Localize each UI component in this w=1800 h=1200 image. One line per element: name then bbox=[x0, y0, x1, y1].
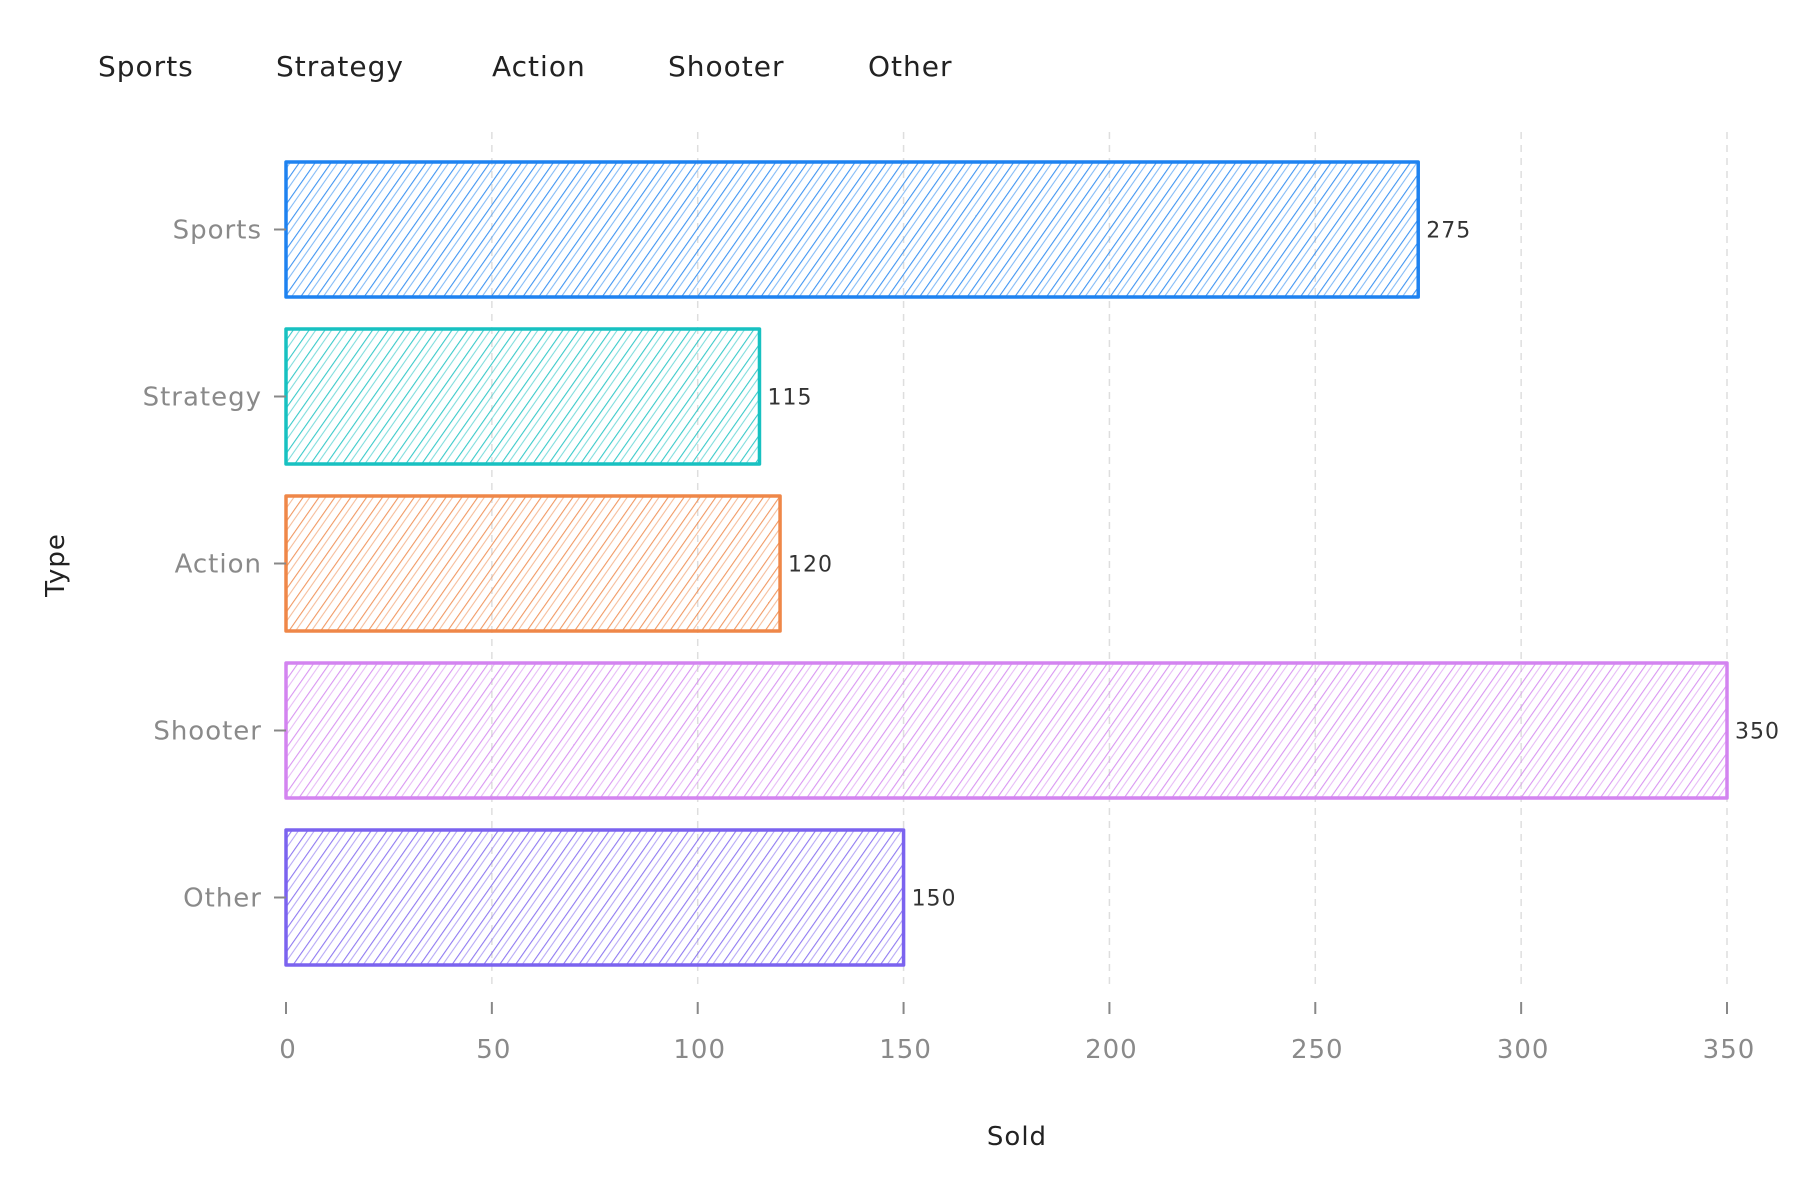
x-tick-label: 150 bbox=[879, 1035, 932, 1065]
x-tick-label: 50 bbox=[476, 1035, 511, 1065]
y-tick-label: Shooter bbox=[153, 717, 262, 747]
bar-sports[interactable] bbox=[284, 160, 1420, 299]
bar-strategy[interactable] bbox=[284, 327, 762, 466]
bar-shooter[interactable] bbox=[284, 661, 1729, 800]
x-tick-label: 100 bbox=[673, 1035, 726, 1065]
bar-other[interactable] bbox=[284, 828, 906, 967]
value-label: 150 bbox=[912, 887, 957, 912]
value-label: 115 bbox=[767, 386, 812, 411]
legend-item-sports[interactable]: Sports bbox=[98, 50, 194, 83]
x-tick-label: 200 bbox=[1085, 1035, 1138, 1065]
legend-item-action[interactable]: Action bbox=[492, 50, 586, 83]
value-label: 275 bbox=[1426, 219, 1471, 244]
y-axis-title: Type bbox=[41, 533, 71, 598]
y-tick-label: Sports bbox=[173, 216, 262, 246]
y-axis: Sports Strategy Action Shooter Other bbox=[143, 216, 286, 914]
y-tick-label: Strategy bbox=[143, 383, 262, 413]
x-axis-title: Sold bbox=[987, 1122, 1047, 1152]
legend-item-other[interactable]: Other bbox=[868, 50, 953, 83]
bar-action[interactable] bbox=[284, 494, 782, 633]
legend-item-strategy[interactable]: Strategy bbox=[276, 50, 404, 83]
x-tick-label: 0 bbox=[279, 1035, 297, 1065]
x-axis: 0 50 100 150 200 250 300 350 bbox=[279, 1002, 1756, 1065]
y-tick-label: Other bbox=[183, 884, 262, 914]
legend-item-shooter[interactable]: Shooter bbox=[668, 50, 785, 83]
value-label: 350 bbox=[1735, 720, 1780, 745]
x-tick-label: 250 bbox=[1291, 1035, 1344, 1065]
x-tick-label: 300 bbox=[1497, 1035, 1550, 1065]
bars: 275 115 120 350 150 bbox=[284, 160, 1780, 967]
y-tick-label: Action bbox=[175, 550, 262, 580]
x-tick-label: 350 bbox=[1703, 1035, 1756, 1065]
value-label: 120 bbox=[788, 553, 833, 578]
